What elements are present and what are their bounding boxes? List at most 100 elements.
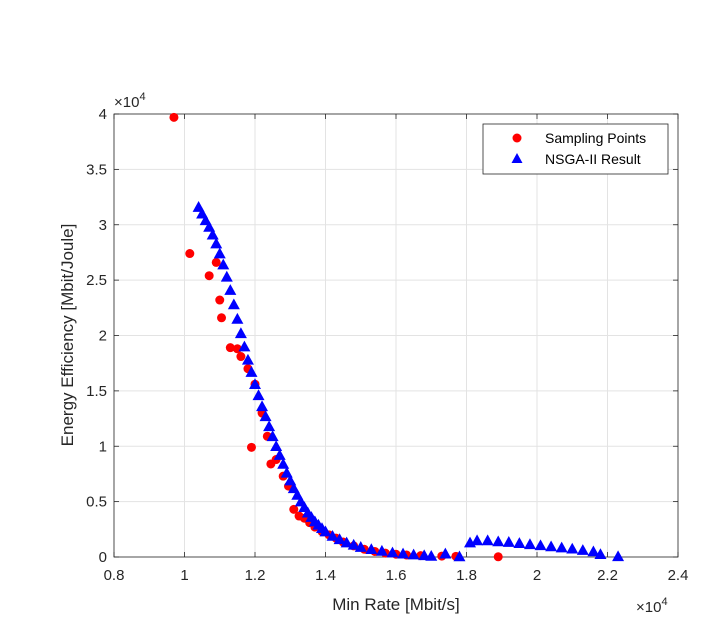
x-tick-label: 1.2 [245,567,266,584]
tick-marks [113,113,679,558]
series-nsga-ii-result [192,201,625,562]
legend-box [482,123,669,175]
nsga-point [365,543,378,555]
nsga-point [566,542,579,554]
data-points [169,112,625,562]
x-axis-label: Min Rate [Mbit/s] [332,595,460,614]
y-tick-label: 0 [99,549,107,566]
nsga-point [224,284,237,295]
svg-text:×104: ×104 [114,91,146,111]
sampling-point [493,552,503,562]
nsga-point [453,550,466,562]
y-exponent-power: 4 [139,91,145,103]
y-tick-label: 1.5 [86,383,107,400]
nsga-point [252,389,265,401]
nsga-point [594,548,607,560]
nsga-point [263,420,276,432]
sampling-point [215,295,225,305]
x-exponent: ×104 [636,596,668,616]
nsga-point [213,247,226,259]
nsga-point [576,544,589,555]
y-tick-label: 0.5 [86,494,107,511]
nsga-point [238,340,251,352]
nsga-point [439,547,452,559]
nsga-point [284,474,297,486]
nsga-point [280,466,293,478]
nsga-point [217,258,230,270]
sampling-point [169,112,179,122]
y-exponent: ×104 [114,91,146,111]
nsga-point [210,237,223,249]
nsga-point [492,535,505,547]
x-tick-label: 1.6 [386,567,407,584]
nsga-point [259,410,272,422]
x-exponent-base: ×10 [636,599,661,616]
sampling-point [185,249,195,259]
nsga-point [249,378,261,390]
nsga-point [234,327,247,339]
nsga-point [555,541,568,553]
nsga-point [326,529,339,541]
sampling-point [225,343,235,353]
nsga-point [203,220,216,232]
nsga-point [425,550,438,561]
grid-layer [113,113,679,558]
x-tick-label: 2.2 [597,567,618,584]
nsga-point [534,539,547,551]
x-tick-labels: 0.8 1 1.2 1.4 1.6 1.8 2 2.2 2.4 [104,567,689,584]
y-tick-label: 4 [99,106,107,123]
nsga-point [375,544,388,556]
y-tick-label: 2.5 [86,272,107,289]
nsga-point [227,298,240,310]
nsga-point [587,545,600,557]
legend-marker-sampling [512,133,522,143]
nsga-point [266,430,279,442]
x-tick-label: 0.8 [104,567,125,584]
nsga-point [220,270,233,282]
nsga-point [340,536,353,548]
x-exponent-power: 4 [661,596,667,608]
y-tick-label: 2 [99,328,107,345]
nsga-point [407,548,420,560]
nsga-point [273,449,286,460]
legend-marker-nsga [511,153,523,163]
sampling-point [246,442,256,452]
nsga-point [347,538,360,550]
legend: Sampling Points NSGA-II Result [482,123,669,175]
y-tick-label: 3 [99,217,107,234]
sampling-point [204,271,214,281]
nsga-point [502,536,515,547]
x-tick-label: 1.4 [315,567,336,584]
nsga-point [481,534,494,546]
nsga-point [386,546,399,558]
sampling-point [236,352,246,362]
y-axis-label: Energy Efficiency [Mbit/Joule] [58,224,77,447]
y-exponent-base: ×10 [114,94,139,111]
nsga-point [545,540,558,552]
nsga-point [397,547,410,559]
nsga-point [270,440,283,452]
x-tick-label: 2.4 [668,567,689,584]
sampling-point [217,313,227,323]
nsga-point [523,538,536,550]
nsga-point [333,533,346,545]
sampling-point [289,504,299,514]
x-tick-label: 1.8 [456,567,477,584]
x-tick-label: 1 [180,567,188,584]
nsga-point [513,537,526,548]
legend-label-nsga: NSGA-II Result [545,151,641,167]
sampling-point [211,257,221,267]
y-tick-labels: 0 0.5 1 1.5 2 2.5 3 3.5 4 [86,106,107,566]
series-sampling-points [169,112,503,562]
nsga-point [277,457,290,469]
legend-label-sampling: Sampling Points [545,130,646,146]
x-tick-label: 2 [533,567,541,584]
nsga-point [231,312,244,324]
nsga-point [241,353,254,365]
nsga-point [471,534,484,546]
nsga-point [206,228,219,240]
y-tick-label: 3.5 [86,161,107,178]
nsga-point [319,525,332,537]
nsga-point [245,366,258,377]
